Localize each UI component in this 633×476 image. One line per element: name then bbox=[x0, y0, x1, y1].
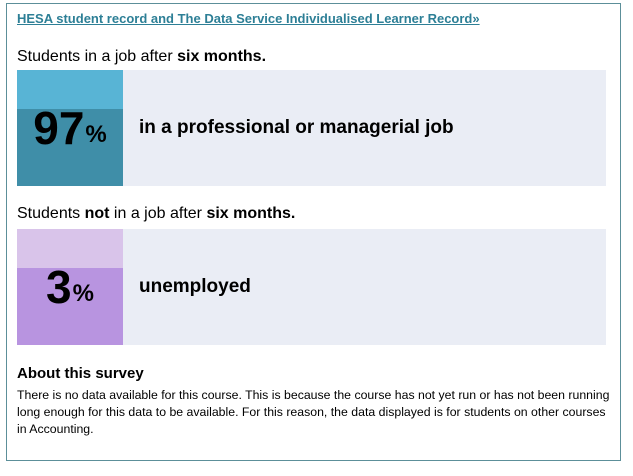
employed-percentage: 97% bbox=[17, 70, 123, 186]
not-employed-heading-prefix: Students bbox=[17, 205, 85, 222]
not-employed-stat-row: 3% unemployed bbox=[17, 229, 606, 345]
survey-panel: HESA student record and The Data Service… bbox=[6, 3, 621, 461]
not-employed-value: 3 bbox=[46, 261, 72, 313]
about-survey-title: About this survey bbox=[17, 365, 144, 382]
employed-stat-row: 97% in a professional or managerial job bbox=[17, 70, 606, 186]
not-employed-label: unemployed bbox=[139, 276, 251, 297]
not-employed-box-top bbox=[17, 229, 123, 268]
not-employed-stat-box: 3% bbox=[17, 229, 123, 345]
about-survey-text: There is no data available for this cour… bbox=[17, 388, 610, 436]
employed-heading-period: six months. bbox=[177, 48, 267, 65]
employed-heading-prefix: Students in a job after bbox=[17, 48, 178, 65]
employed-box-top bbox=[17, 70, 123, 109]
employed-stat-box: 97% bbox=[17, 70, 123, 186]
employed-value: 97 bbox=[33, 102, 85, 154]
not-employed-box-bottom bbox=[17, 268, 123, 345]
not-employed-unit: % bbox=[72, 280, 94, 307]
not-employed-heading-middle: in a job after bbox=[109, 205, 207, 222]
not-employed-heading: Students not in a job after six months. bbox=[17, 205, 295, 223]
employed-heading: Students in a job after six months. bbox=[17, 48, 266, 66]
employed-box-bottom bbox=[17, 109, 123, 186]
not-employed-heading-not: not bbox=[84, 205, 110, 222]
not-employed-heading-period: six months. bbox=[206, 205, 296, 222]
not-employed-percentage: 3% bbox=[17, 229, 123, 345]
employed-label: in a professional or managerial job bbox=[139, 117, 454, 138]
employed-unit: % bbox=[85, 121, 107, 148]
data-source-link[interactable]: HESA student record and The Data Service… bbox=[17, 11, 480, 26]
